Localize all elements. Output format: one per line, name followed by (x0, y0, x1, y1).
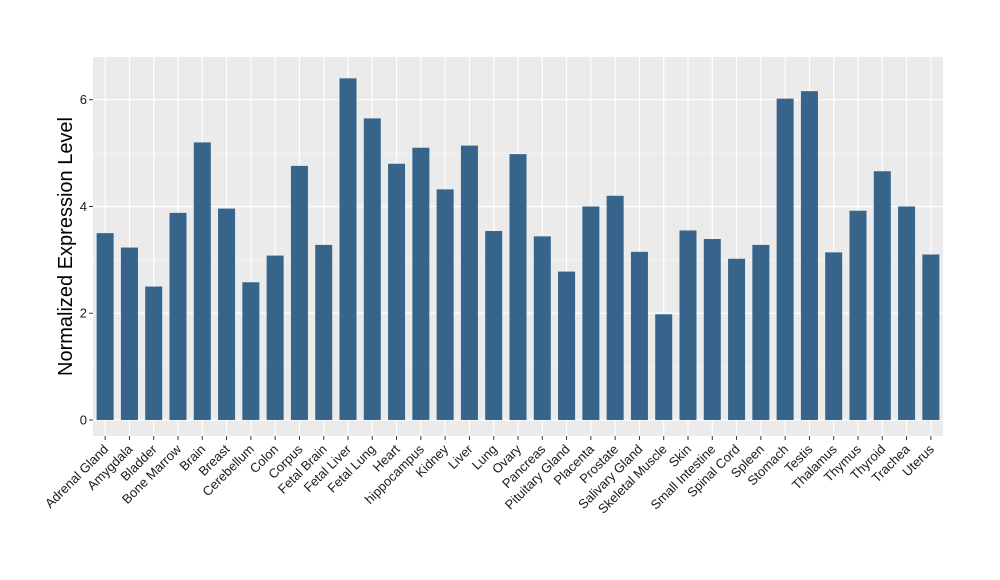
bar (218, 208, 236, 420)
bar (728, 258, 746, 420)
bar (922, 254, 940, 420)
bar (460, 145, 478, 420)
bar (849, 210, 867, 420)
y-tick-label: 4 (80, 199, 87, 214)
bar (752, 244, 770, 420)
y-axis-title: Normalized Expression Level (55, 117, 77, 376)
bars-group (96, 78, 940, 420)
bar (558, 271, 576, 420)
bar (242, 282, 260, 420)
bar (363, 118, 381, 420)
bar (169, 212, 187, 420)
bar (412, 147, 430, 420)
bar (630, 251, 648, 420)
bar (606, 195, 624, 420)
y-tick-label: 0 (80, 412, 87, 427)
bar (485, 231, 503, 420)
bar (898, 206, 916, 420)
bar (145, 286, 163, 420)
bar (703, 239, 721, 420)
bar (582, 206, 600, 420)
bar (266, 255, 284, 420)
bar (96, 233, 114, 420)
bar (509, 154, 527, 420)
bar (776, 98, 794, 420)
y-tick-label: 2 (80, 306, 87, 321)
bar (388, 163, 406, 420)
bar (800, 91, 818, 420)
bar (315, 244, 333, 420)
bar (193, 142, 211, 420)
y-tick-label: 6 (80, 92, 87, 107)
bar (825, 252, 843, 420)
bar (873, 171, 891, 420)
bar (339, 78, 357, 420)
bar (533, 236, 551, 420)
bar (436, 189, 454, 420)
y-axis: 0 2 4 6 (80, 92, 93, 427)
bar (290, 165, 308, 420)
bar (120, 247, 138, 420)
bar (655, 314, 673, 420)
bar (679, 230, 697, 420)
